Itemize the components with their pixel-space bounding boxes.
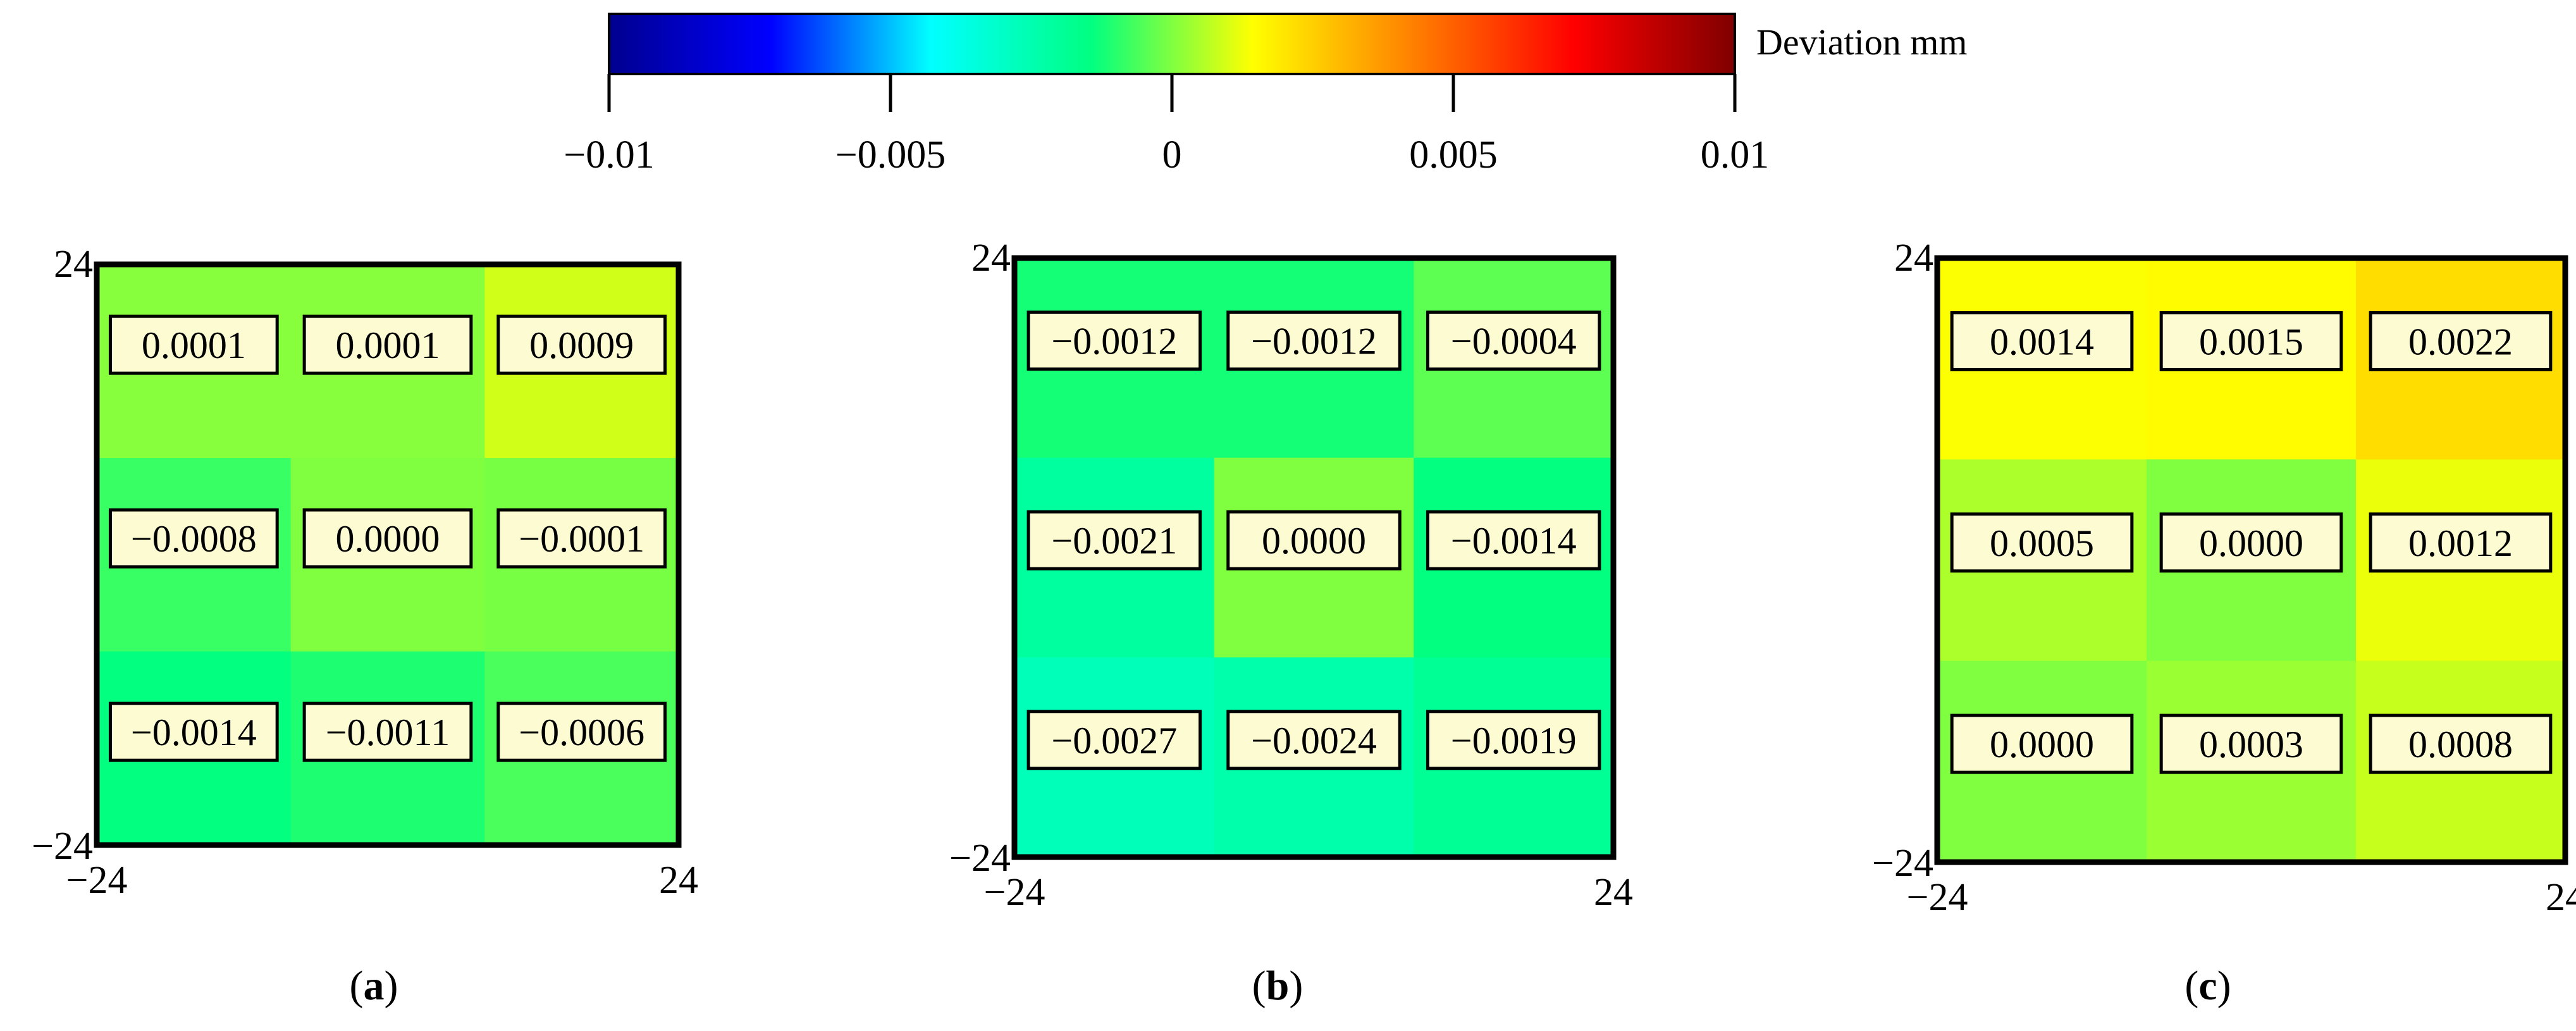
cell-value-label: 0.0000 <box>1262 520 1366 562</box>
x-tick-left: −24 <box>1907 876 1968 919</box>
y-tick-bottom: −24 <box>1872 842 1933 885</box>
y-tick-bottom: −24 <box>32 825 93 868</box>
cell-value-label: −0.0004 <box>1451 320 1577 362</box>
cell-value-label: −0.0014 <box>131 712 257 753</box>
cell-value-label: 0.0003 <box>2199 724 2303 765</box>
cell-value-label: 0.0012 <box>2408 522 2513 564</box>
panel-label: (a) <box>350 963 398 1009</box>
colorbar-tick-label: −0.01 <box>564 133 654 176</box>
panel-label: (b) <box>1252 963 1303 1009</box>
cell-value-label: 0.0009 <box>529 324 634 366</box>
x-tick-right: 24 <box>659 859 698 902</box>
cell-value-label: −0.0019 <box>1451 720 1577 762</box>
cell-value-box <box>1950 311 2134 371</box>
cell-value-label: 0.0000 <box>336 518 440 560</box>
cell-value-box <box>1950 512 2134 573</box>
cell-value-label: −0.0021 <box>1051 520 1177 562</box>
cell-value-label: −0.0001 <box>519 518 644 560</box>
cell-value-label: −0.0006 <box>519 712 644 753</box>
cell-value-box <box>1226 710 1402 770</box>
cell-value-label: −0.0014 <box>1451 520 1577 562</box>
panel-label: (c) <box>2185 963 2231 1009</box>
cell-value-label: 0.0022 <box>2408 321 2513 362</box>
cell-value-box <box>496 701 667 762</box>
cell-value-box <box>1226 310 1402 371</box>
heatmap-frame <box>1934 255 2568 865</box>
colorbar-tick-label: 0 <box>1162 133 1182 176</box>
colorbar: Deviation mm −0.01 −0.005 0 0.005 0.01 <box>564 13 1967 176</box>
cell-value-box <box>496 508 667 569</box>
cell-value-box <box>1950 713 2134 774</box>
cell-value-label: 0.0008 <box>2408 724 2513 765</box>
heatmap-frame <box>94 261 682 848</box>
cell-value-box <box>108 314 279 375</box>
cell-value-label: 0.0000 <box>1990 724 2094 765</box>
cell-value-box <box>1226 510 1402 571</box>
cell-value-label: −0.0011 <box>326 712 450 753</box>
cell-value-box <box>2369 311 2553 371</box>
cell-value-box <box>302 508 473 569</box>
y-tick-bottom: −24 <box>949 837 1011 880</box>
x-tick-right: 24 <box>2546 876 2576 919</box>
cell-value-box <box>108 701 279 762</box>
cell-value-label: −0.0012 <box>1251 320 1377 362</box>
cell-value-box <box>108 508 279 569</box>
y-tick-top: 24 <box>54 243 93 286</box>
heatmap-panel-a: 0.0001 0.0001 0.0009 −0.0008 0.0000 −0.0001 −0… <box>32 243 698 1009</box>
y-tick-top: 24 <box>971 237 1011 280</box>
cell-value-label: −0.0012 <box>1051 320 1177 362</box>
colorbar-tick-label: −0.005 <box>835 133 946 176</box>
cell-value-box <box>2159 311 2343 371</box>
cell-value-label: 0.0005 <box>1990 522 2094 564</box>
cell-value-box <box>2369 512 2553 573</box>
heatmap-panels: 0.0001 0.0001 0.0009 −0.0008 0.0000 −0.0001 −0… <box>32 237 2576 1009</box>
cell-value-box <box>2369 713 2553 774</box>
cell-value-label: −0.0027 <box>1051 720 1177 762</box>
cell-value-box <box>2159 512 2343 573</box>
heatmap-panel-c: 0.0014 0.0015 0.0022 0.0005 0.0000 0.0012 0.00… <box>1872 237 2576 1009</box>
cell-value-box <box>302 314 473 375</box>
cell-value-box <box>1426 310 1601 371</box>
cell-value-label: −0.0024 <box>1251 720 1377 762</box>
cell-value-label: −0.0008 <box>131 518 257 560</box>
cell-value-label: 0.0015 <box>2199 321 2303 362</box>
heatmap-panel-b: −0.0012 −0.0012 −0.0004 −0.0021 0.0000 −0.001… <box>949 237 1633 1009</box>
colorbar-tick-label: 0.005 <box>1409 133 1498 176</box>
cell-value-label: 0.0001 <box>142 324 246 366</box>
colorbar-tick-label: 0.01 <box>1701 133 1770 176</box>
cell-value-box <box>2159 713 2343 774</box>
y-tick-top: 24 <box>1894 237 1933 280</box>
cell-value-label: 0.0000 <box>2199 522 2303 564</box>
colorbar-gradient <box>608 13 1736 75</box>
cell-value-box <box>1026 310 1202 371</box>
cell-value-box <box>1426 710 1601 770</box>
x-tick-left: −24 <box>66 859 128 902</box>
x-tick-right: 24 <box>1594 871 1633 914</box>
cell-value-box <box>302 701 473 762</box>
cell-value-label: 0.0014 <box>1990 321 2094 362</box>
colorbar-label: Deviation mm <box>1756 22 1967 63</box>
cell-value-box <box>1026 510 1202 571</box>
cell-value-box <box>1426 510 1601 571</box>
cell-value-box <box>1026 710 1202 770</box>
x-tick-left: −24 <box>984 871 1045 914</box>
cell-value-label: 0.0001 <box>336 324 440 366</box>
cell-value-box <box>496 314 667 375</box>
heatmap-frame <box>1011 255 1617 860</box>
